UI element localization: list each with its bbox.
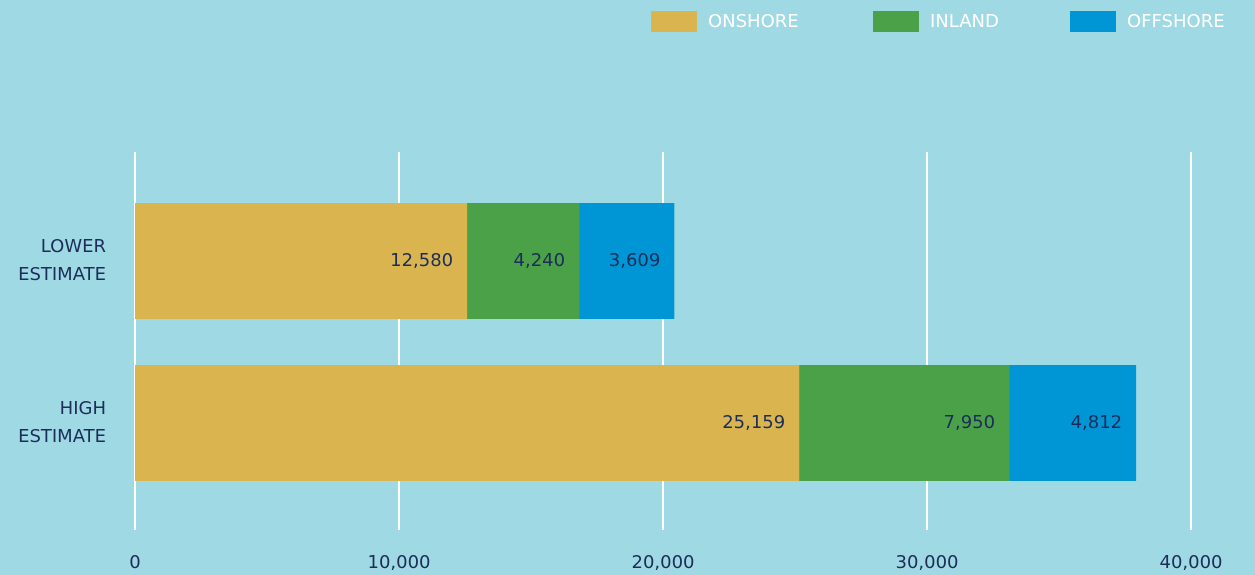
bar-segment	[135, 365, 800, 481]
x-tick-label: 20,000	[632, 552, 695, 573]
value-label: 4,240	[514, 250, 566, 271]
value-label: 7,950	[944, 412, 996, 433]
x-tick-label: 30,000	[896, 552, 959, 573]
y-tick-label: HIGH ESTIMATE	[18, 398, 106, 447]
value-label: 12,580	[390, 250, 453, 271]
legend-swatch	[873, 11, 919, 32]
x-tick-label: 0	[129, 552, 140, 573]
x-tick-label: 10,000	[368, 552, 431, 573]
legend-label: OFFSHORE	[1127, 11, 1225, 32]
bar-segment	[135, 203, 468, 319]
value-label: 25,159	[722, 412, 785, 433]
bar-segment	[579, 203, 675, 319]
legend-swatch	[651, 11, 697, 32]
bar-segment	[799, 365, 1010, 481]
legend-label: INLAND	[930, 11, 999, 32]
value-label: 4,812	[1071, 412, 1123, 433]
legend-swatch	[1070, 11, 1116, 32]
y-tick-label: LOWER ESTIMATE	[18, 236, 106, 285]
value-label: 3,609	[609, 250, 661, 271]
legend-label: ONSHORE	[708, 11, 799, 32]
x-tick-label: 40,000	[1160, 552, 1223, 573]
bar-segment	[467, 203, 580, 319]
bar-segment	[1009, 365, 1137, 481]
